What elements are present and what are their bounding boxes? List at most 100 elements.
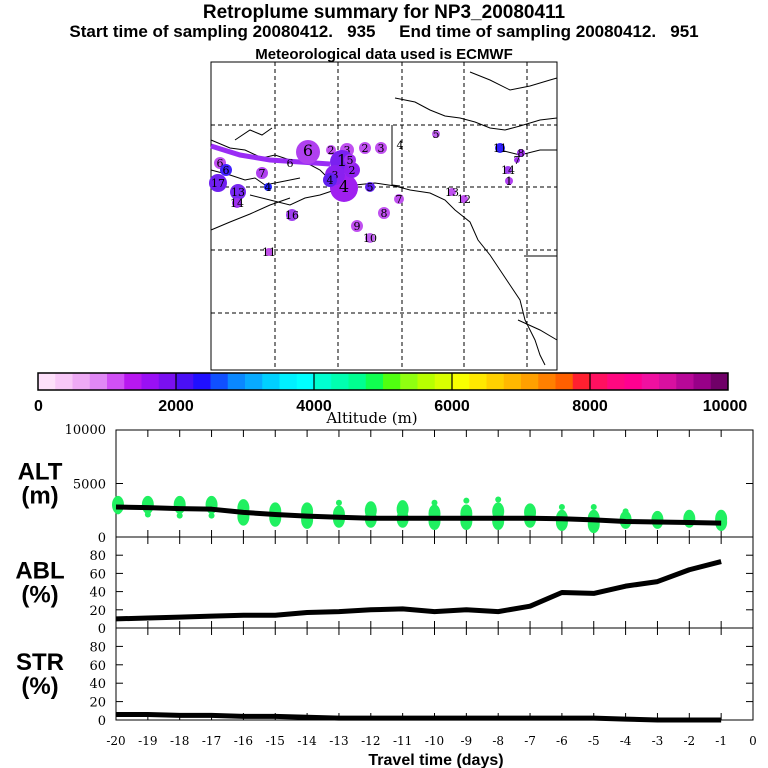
- y-tick-label: 40: [89, 586, 106, 601]
- colorbar-swatch: [158, 373, 177, 390]
- x-tick-label: -4: [620, 734, 632, 748]
- y-tick-label: 0: [98, 531, 106, 546]
- cluster-day-label: 13: [231, 186, 245, 199]
- sampling-times: Start time of sampling 20080412. 935 End…: [69, 22, 699, 41]
- colorbar-swatch: [89, 373, 108, 390]
- trajectory-cluster-marker: [323, 173, 337, 187]
- trajectory-cluster-marker: [296, 140, 320, 164]
- series-line-abl: [115, 559, 722, 622]
- trajectory-cluster-marker: [460, 195, 468, 203]
- colorbar-swatch: [555, 373, 574, 390]
- trajectory-cluster-marker: [286, 209, 298, 221]
- particle-altitude-point: [492, 511, 505, 530]
- particle-altitude-point: [463, 497, 470, 504]
- x-tick-label: -11: [393, 734, 412, 748]
- y-tick-label: 80: [89, 549, 106, 564]
- x-tick-label: -9: [460, 734, 472, 748]
- colorbar-swatch: [452, 373, 470, 390]
- trajectory-cluster-marker: [359, 142, 371, 154]
- trajectory-cluster-marker: [514, 157, 520, 163]
- colorbar-swatch: [383, 373, 401, 390]
- series-line-str: [116, 711, 722, 723]
- cluster-day-label: 9: [354, 220, 361, 233]
- particle-altitude-point: [335, 499, 342, 506]
- trajectory-cluster-marker: [504, 166, 512, 174]
- cluster-day-label: 17: [211, 177, 225, 190]
- particle-altitude-point: [115, 508, 121, 515]
- panel-frame: [115, 627, 754, 721]
- cluster-day-label: 11: [493, 142, 507, 155]
- cluster-day-label: 12: [457, 193, 471, 206]
- cluster-day-label: 5: [347, 154, 354, 167]
- colorbar-swatch: [262, 373, 280, 390]
- x-tick-label: -19: [138, 734, 157, 748]
- x-tick-label: -12: [361, 734, 380, 748]
- y-tick-label: 10000: [65, 423, 106, 438]
- x-tick-label: -7: [524, 734, 536, 748]
- colorbar-swatch: [641, 373, 660, 390]
- colorbar-swatch: [193, 373, 211, 390]
- particle-altitude-point: [428, 511, 441, 530]
- y-tick-label: 60: [89, 567, 106, 582]
- x-tick-label: -16: [234, 734, 253, 748]
- colorbar-swatch: [210, 373, 229, 390]
- particle-altitude-point: [176, 512, 183, 519]
- colorbar-tick-label: 10000: [703, 398, 748, 415]
- trajectory-cluster-marker: [375, 142, 387, 154]
- colorbar-swatch: [245, 373, 263, 390]
- cluster-day-label: 8: [518, 147, 525, 160]
- cluster-day-label: 14: [501, 164, 515, 177]
- colorbar-swatch: [279, 373, 298, 390]
- colorbar-swatch: [521, 373, 539, 390]
- coastline: [210, 169, 301, 186]
- trajectory-cluster-marker: [220, 164, 232, 176]
- coastline: [394, 97, 558, 131]
- cluster-day-label: 4: [339, 177, 349, 196]
- particle-altitude-point: [590, 504, 597, 511]
- colorbar-swatch: [124, 373, 142, 390]
- panel-alt: 10000 5000 0 ALT(m): [18, 423, 754, 546]
- cluster-day-label: 2: [349, 164, 356, 177]
- trajectory-cluster-marker: [265, 248, 273, 256]
- cluster-day-label: 3: [378, 142, 385, 155]
- x-tick-label: -18: [170, 734, 189, 748]
- x-tick-label: -2: [683, 734, 695, 748]
- trajectory-cluster-marker: [394, 194, 404, 204]
- x-axis-label: Travel time (days): [368, 752, 503, 768]
- colorbar-swatch: [72, 373, 91, 390]
- colorbar-swatch: [227, 373, 246, 390]
- colorbar-swatch: [400, 373, 418, 390]
- colorbar-swatch: [676, 373, 694, 390]
- particle-altitude-point: [495, 496, 502, 503]
- particle-altitude-point: [269, 508, 282, 527]
- trajectory-cluster-marker: [448, 188, 456, 196]
- colorbar-swatch: [38, 373, 56, 390]
- colorbar-swatch: [572, 373, 591, 390]
- cluster-day-label: 6: [217, 157, 224, 170]
- cluster-day-label: 7: [396, 193, 403, 206]
- panel-ylabel: (%): [21, 673, 58, 700]
- x-tick-label: -5: [588, 734, 600, 748]
- colorbar-swatch: [693, 373, 712, 390]
- x-tick-label: -17: [202, 734, 221, 748]
- trajectory-cluster-marker: [505, 177, 513, 185]
- cluster-day-label: 1: [337, 151, 347, 170]
- panel-ylabel: ALT: [18, 459, 63, 486]
- particle-altitude-point: [622, 508, 629, 515]
- trajectory-cluster-marker: [230, 184, 246, 200]
- colorbar-swatch: [624, 373, 643, 390]
- x-tick-label: -15: [266, 734, 285, 748]
- y-tick-label: 20: [89, 604, 106, 619]
- cluster-day-label: 16: [285, 209, 299, 222]
- x-tick-label: -13: [329, 734, 348, 748]
- cluster-day-label: 3: [344, 144, 351, 157]
- colorbar-swatch: [417, 373, 436, 390]
- cluster-day-label: 4: [397, 139, 404, 152]
- particle-altitude-point: [558, 504, 565, 511]
- cluster-day-label: 8: [381, 207, 388, 220]
- trajectory-cluster-marker: [344, 154, 356, 166]
- particle-altitude-point: [555, 513, 568, 532]
- colorbar-swatch: [365, 373, 384, 390]
